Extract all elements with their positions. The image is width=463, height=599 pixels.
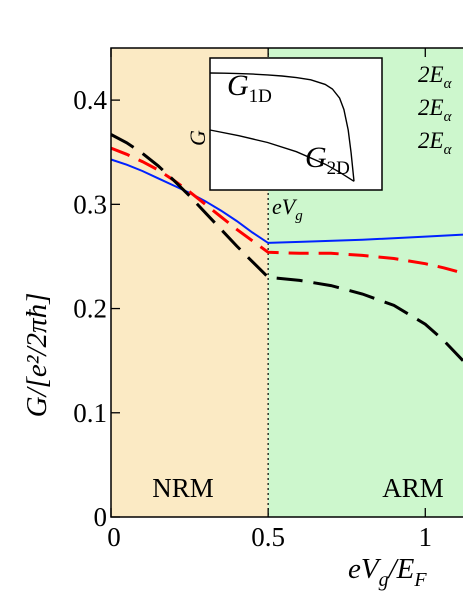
inset-series-label-1: G1D: [227, 69, 272, 107]
y-tick-label: 0.2: [73, 294, 107, 324]
inset-series-layer: [209, 72, 355, 182]
inset-chart: [209, 57, 383, 191]
series-line-3: [110, 133, 463, 362]
series-layer: [110, 133, 463, 362]
labels-layer: 0 0.5 1 0 0.1 0.2 0.3 0.4 eVg/EF G/[e²/2πħ] NRM ARM…: [21, 62, 453, 591]
x-tick-label: 1: [419, 522, 433, 552]
y-tick-label: 0.3: [73, 189, 107, 219]
x-tick-label: 0: [107, 522, 121, 552]
inset-y-label: G: [185, 130, 210, 146]
y-tick-label: 0: [94, 502, 108, 532]
region-label-arm: ARM: [382, 473, 444, 503]
y-tick-label: 0.1: [73, 398, 107, 428]
y-tick-label: 0.4: [73, 85, 107, 115]
legend-fragment-1: 2Eα: [418, 62, 453, 92]
y-axis-label: G/[e²/2πħ]: [21, 293, 53, 418]
region-label-nrm: NRM: [152, 473, 214, 503]
ticks-layer: [110, 48, 426, 518]
divider-annotation: eVg: [272, 194, 303, 224]
inset-series-label-2: G2D: [305, 141, 350, 179]
x-axis-label: eVg/EF: [348, 553, 427, 591]
series-line-1: [110, 158, 463, 244]
x-tick-label: 0.5: [251, 522, 285, 552]
series-line-2: [110, 146, 463, 275]
inset-series-line-1: [209, 72, 355, 182]
legend-fragment-3: 2Eα: [418, 128, 453, 158]
legend-fragment-2: 2Eα: [418, 95, 453, 125]
plot-frame: [110, 47, 463, 518]
inset-series-line-2: [209, 129, 355, 182]
